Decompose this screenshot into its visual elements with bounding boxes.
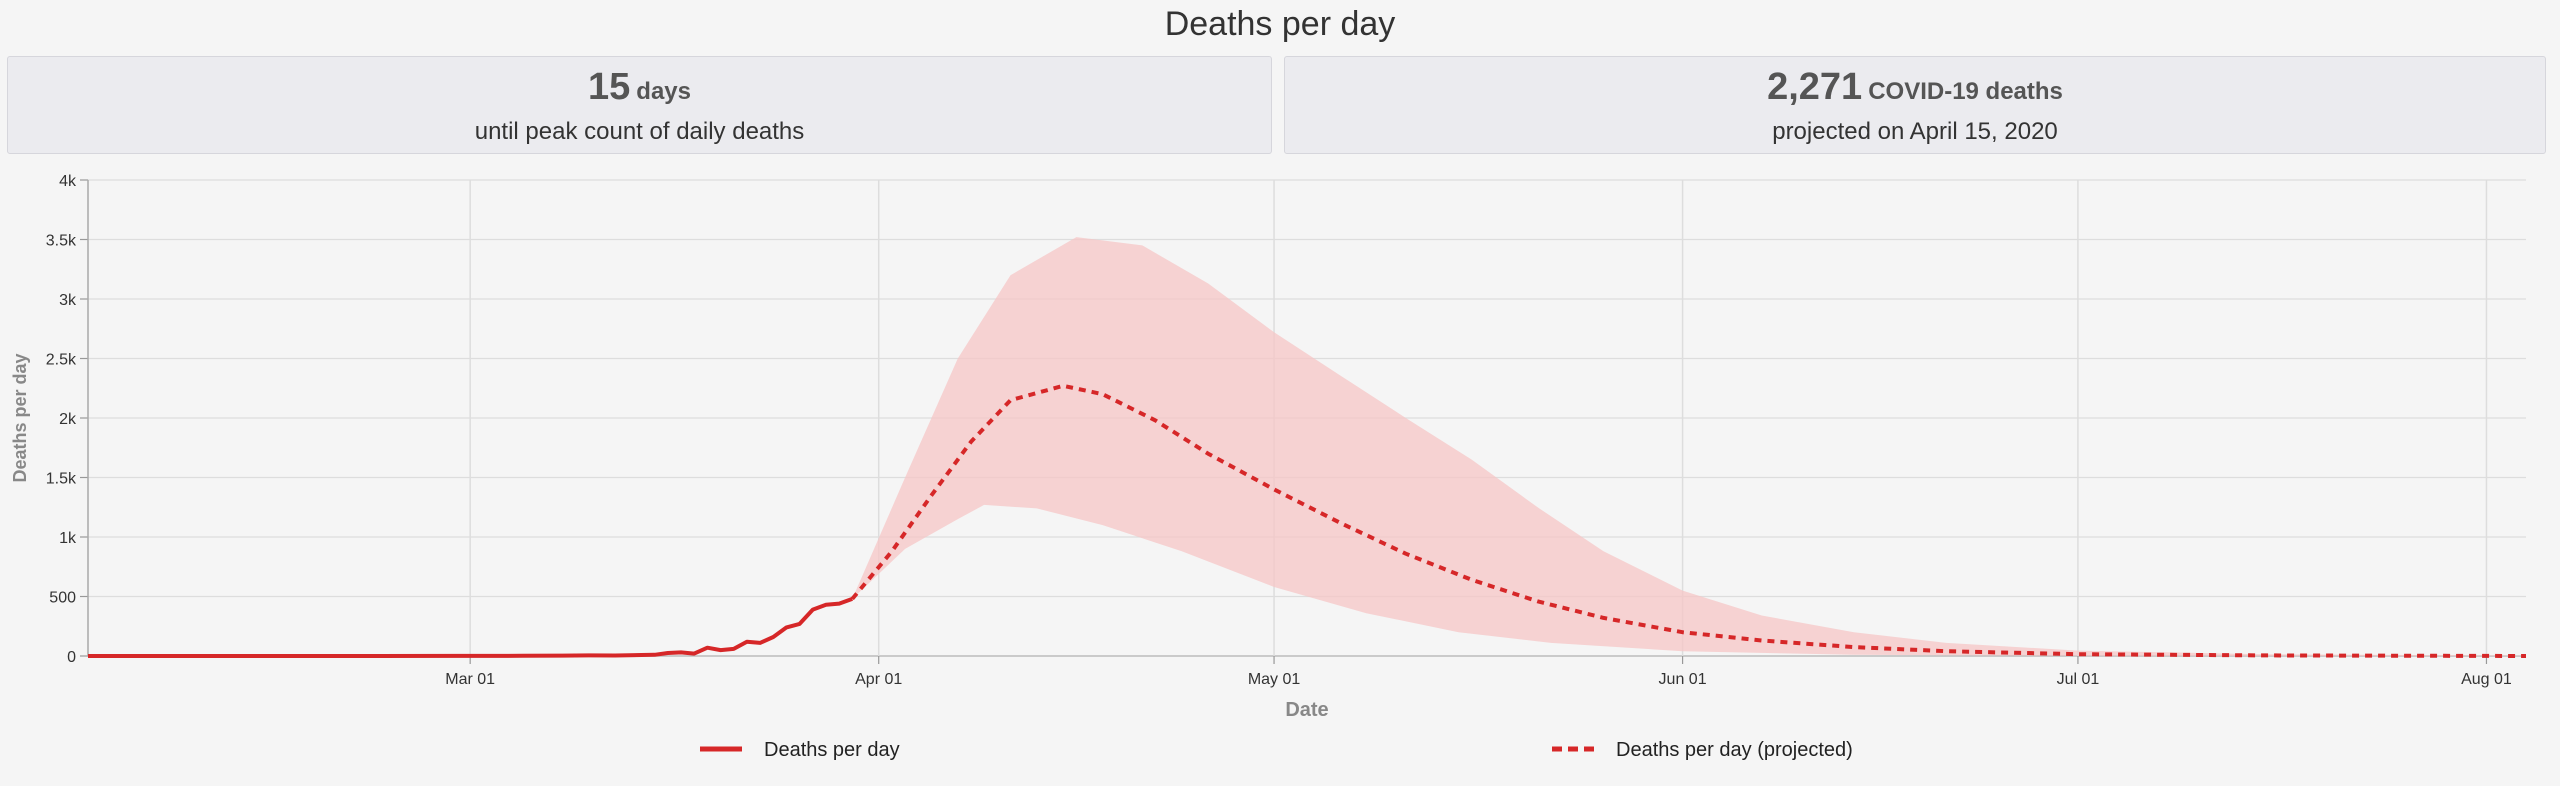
page-title: Deaths per day xyxy=(1164,5,1396,43)
y-tick-label: 3k xyxy=(59,292,77,309)
days-until-peak-unit: days xyxy=(636,78,691,105)
y-tick-label: 3.5k xyxy=(46,233,77,250)
x-tick-label: May 01 xyxy=(1248,671,1301,688)
y-axis-label: Deaths per day xyxy=(10,353,30,482)
projected-peak-deaths-card: 2,271 COVID-19 deaths projected on April … xyxy=(1284,56,2546,154)
y-tick-label: 2.5k xyxy=(46,352,77,369)
series-line-actual xyxy=(88,597,853,658)
y-tick-label: 1.5k xyxy=(46,471,77,488)
x-tick-label: Aug 01 xyxy=(2461,671,2512,688)
x-tick-label: Apr 01 xyxy=(855,671,902,688)
uncertainty-band xyxy=(852,237,2526,656)
x-axis-label: Date xyxy=(1285,699,1328,721)
x-tick-label: Jul 01 xyxy=(2057,671,2100,688)
y-tick-label: 2k xyxy=(59,411,77,428)
series-line-projected xyxy=(850,383,2527,658)
projected-peak-deaths-value: 2,271 xyxy=(1767,66,1863,108)
days-until-peak-card: 15 days until peak count of daily deaths xyxy=(7,56,1272,154)
projected-peak-deaths-unit: COVID-19 deaths xyxy=(1868,78,2063,105)
legend-label-actual: Deaths per day xyxy=(764,739,900,761)
deaths-per-day-chart: 0 500 1k 1.5k 2k 2.5k 3k 3.5k 4k Mar 01 Apr 01 May … xyxy=(10,173,2527,761)
y-tick-label: 1k xyxy=(59,530,77,547)
x-tick-label: Jun 01 xyxy=(1659,671,1707,688)
days-until-peak-value: 15 xyxy=(588,66,631,108)
days-until-peak-caption: until peak count of daily deaths xyxy=(474,118,805,145)
projected-peak-date-caption: projected on April 15, 2020 xyxy=(1772,118,2058,145)
x-tick-label: Mar 01 xyxy=(445,671,495,688)
legend-label-projected: Deaths per day (projected) xyxy=(1616,739,1853,761)
y-tick-label: 0 xyxy=(67,649,76,666)
y-tick-label: 500 xyxy=(49,590,76,607)
y-tick-label: 4k xyxy=(59,173,77,190)
